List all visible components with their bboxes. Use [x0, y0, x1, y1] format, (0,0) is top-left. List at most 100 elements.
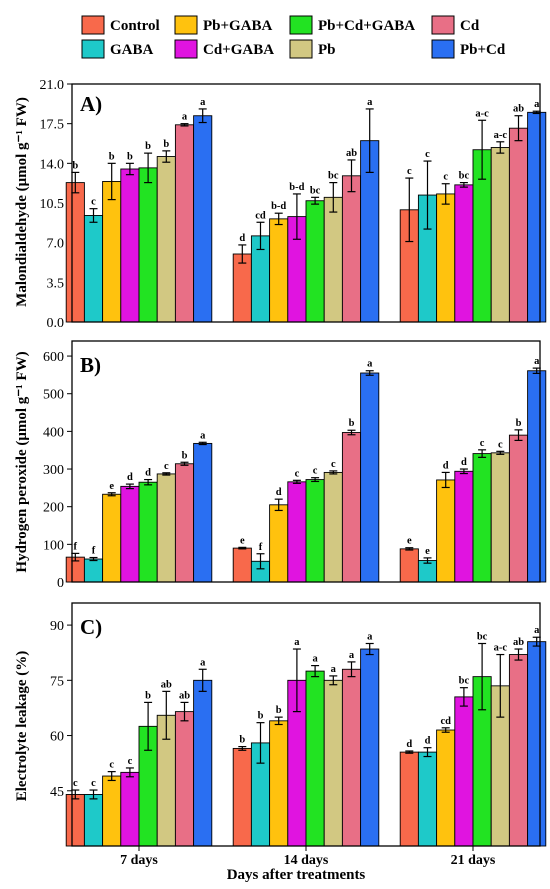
bar-a-pb-cd-gaba — [305, 200, 325, 323]
bar-a-pb-cd-gaba — [138, 167, 158, 323]
bar-c-cd — [174, 711, 195, 847]
sig-letter-b-pb-cd-gaba: c — [480, 438, 485, 449]
sig-letter-a-pb-cd: a — [200, 97, 206, 108]
sig-letter-c-control: d — [406, 739, 412, 750]
sig-letter-c-cd: a — [349, 650, 355, 661]
sig-letter-b-cd-gaba: d — [127, 472, 133, 483]
legend-label-cd: Cd — [460, 18, 480, 34]
sig-letter-b-cd: b — [516, 418, 522, 429]
bar-b-cd-gaba — [120, 485, 140, 583]
sig-letter-c-cd: ab — [513, 637, 524, 648]
legend-label-gaba: GABA — [110, 42, 154, 58]
sig-letter-c-pb-gaba: b — [276, 705, 282, 716]
legend: Control Pb+GABA Pb+Cd+GABA Cd GABA Cd+GABA Pb P… — [81, 15, 506, 59]
legend-label-control: Control — [110, 18, 160, 34]
bar-b-cd — [508, 434, 529, 583]
bar-b-pb — [323, 471, 343, 583]
bar-c-control — [232, 747, 252, 847]
panel-c-ytick-label: 75 — [50, 674, 64, 689]
bar-a-pb-gaba — [102, 181, 122, 323]
sig-letter-b-pb-cd: a — [200, 430, 206, 441]
bar-a-cd — [341, 175, 362, 323]
bar-c-pb-cd-gaba — [305, 670, 325, 847]
panel-b-ytick-label: 100 — [43, 538, 64, 553]
sig-letter-b-control: e — [240, 535, 245, 546]
sig-letter-b-cd-gaba: c — [295, 468, 300, 479]
sig-letter-c-pb-cd: a — [200, 657, 206, 668]
bar-b-pb — [490, 452, 510, 583]
sig-letter-a-cd-gaba: b — [127, 151, 133, 162]
sig-letter-c-cd-gaba: c — [128, 756, 133, 767]
sig-letter-a-pb-cd-gaba: bc — [310, 185, 321, 196]
bar-b-pb-cd-gaba — [305, 479, 325, 583]
bar-b-pb-cd — [360, 372, 380, 583]
bar-a-cd — [174, 124, 195, 323]
sig-letter-b-pb-cd: a — [367, 359, 373, 370]
panel-b-ytick-label: 400 — [43, 425, 64, 440]
sig-letter-a-pb-gaba: b — [109, 151, 115, 162]
panel-c-ytick-label: 90 — [50, 619, 64, 634]
sig-letter-a-control: b — [72, 160, 78, 171]
legend-swatch-pb — [289, 39, 313, 59]
bar-b-pb-gaba — [102, 493, 122, 583]
sig-letter-a-control: c — [407, 166, 412, 177]
sig-letter-a-pb-gaba: b-d — [271, 201, 286, 212]
legend-label-pb-cd-gaba: Pb+Cd+GABA — [318, 18, 415, 34]
sig-letter-c-cd-gaba: a — [294, 637, 300, 648]
panel-a-malondialdehyde: Malondialdehyde (μmol g⁻¹ FW) A) 0.0 3.5 7… — [14, 78, 547, 331]
sig-letter-b-pb-cd-gaba: d — [145, 468, 151, 479]
sig-letter-a-control: d — [239, 233, 245, 244]
bar-b-pb-cd-gaba — [138, 481, 158, 583]
sig-letter-c-control: b — [239, 735, 245, 746]
sig-letter-b-pb-cd-gaba: c — [313, 466, 318, 477]
bar-b-pb-cd — [527, 370, 547, 583]
xtick-label-7days: 7 days — [120, 853, 158, 868]
panel-a-ylabel: Malondialdehyde (μmol g⁻¹ FW) — [14, 97, 30, 307]
sig-letter-c-control: c — [73, 778, 78, 789]
xtick-label-21days: 21 days — [451, 853, 496, 868]
sig-letter-a-cd: ab — [513, 104, 524, 115]
sig-letter-c-pb: a-c — [494, 643, 508, 654]
sig-letter-b-pb-gaba: d — [443, 460, 449, 471]
panel-c-label: C) — [80, 615, 102, 639]
bar-b-control — [232, 547, 252, 583]
bar-a-cd-gaba — [454, 184, 474, 323]
sig-letter-a-cd-gaba: bc — [459, 171, 470, 182]
sig-letter-b-gaba: f — [92, 546, 96, 557]
sig-letter-c-cd-gaba: bc — [459, 676, 470, 687]
sig-letter-a-pb: a-c — [494, 130, 508, 141]
bar-b-cd-gaba — [287, 481, 307, 583]
sig-letter-b-gaba: f — [259, 542, 263, 553]
sig-letter-a-cd-gaba: b-d — [289, 182, 304, 193]
sig-letter-c-cd: ab — [179, 690, 190, 701]
sig-letter-b-pb-gaba: e — [109, 481, 114, 492]
sig-letter-b-control: e — [407, 536, 412, 547]
bar-c-cd — [341, 668, 362, 847]
sig-letter-a-cd: ab — [346, 148, 357, 159]
sig-letter-c-pb-gaba: cd — [440, 716, 451, 727]
legend-swatch-pb-gaba — [174, 15, 198, 35]
sig-letter-a-gaba: c — [91, 197, 96, 208]
bar-b-pb-cd-gaba — [472, 453, 492, 583]
panel-c-electrolyte-leakage: Electrolyte leakage (%) C) 45 60 75 90 c c c c b… — [14, 602, 547, 847]
bar-a-pb-gaba — [436, 193, 456, 323]
panel-c-ytick-label: 45 — [50, 785, 64, 800]
bar-c-gaba — [417, 751, 438, 847]
bar-c-cd-gaba — [120, 771, 140, 847]
bar-b-gaba — [83, 558, 104, 583]
sig-letter-c-gaba: c — [91, 778, 96, 789]
legend-swatch-gaba — [81, 39, 105, 59]
panel-b-hydrogen-peroxide: Hydrogen peroxide (μmol g⁻¹ FW) B) 0 100 2… — [14, 340, 547, 591]
sig-letter-c-gaba: d — [425, 736, 431, 747]
panel-a-ytick-label: 10.5 — [40, 197, 65, 212]
panel-a-ytick-label: 14.0 — [40, 157, 65, 172]
legend-swatch-pb-cd — [431, 39, 455, 59]
panel-b-ytick-label: 500 — [43, 388, 64, 403]
bar-a-pb-gaba — [269, 218, 289, 323]
legend-label-cd-gaba: Cd+GABA — [203, 42, 274, 58]
sig-letter-a-pb-cd: a — [534, 99, 540, 110]
sig-letter-a-pb-cd-gaba: b — [145, 141, 151, 152]
legend-label-pb-cd: Pb+Cd — [460, 42, 506, 58]
bar-c-pb-gaba — [102, 775, 122, 847]
